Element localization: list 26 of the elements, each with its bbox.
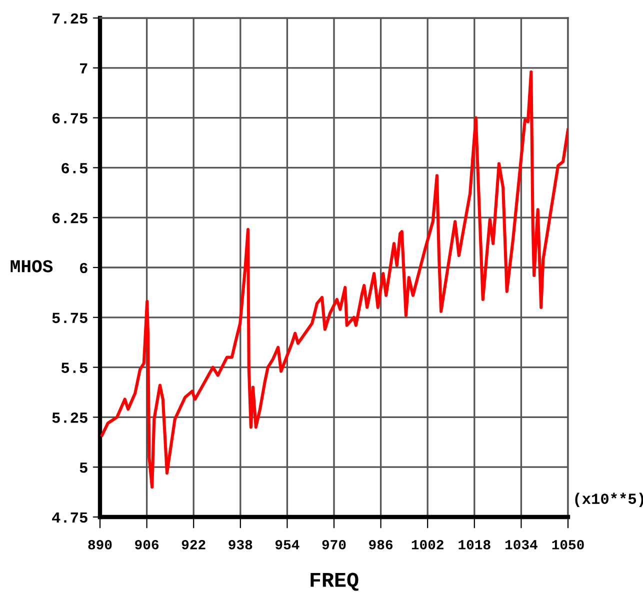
y-tick-label: 6.75 xyxy=(52,113,88,124)
y-axis-title: MHOS xyxy=(10,260,53,272)
x-tick-label: 1002 xyxy=(412,540,444,550)
y-tick-label: 4.75 xyxy=(52,512,88,523)
y-tick-label: 5.75 xyxy=(52,312,88,324)
x-tick-label: 1034 xyxy=(505,540,538,550)
x-tick-label: 922 xyxy=(182,540,206,550)
y-tick-label: 5 xyxy=(80,462,88,473)
y-tick-label: 5.25 xyxy=(52,412,88,423)
x-tick-label: 970 xyxy=(322,540,346,550)
x-tick-label: 1050 xyxy=(552,540,584,550)
y-tick-label: 6 xyxy=(80,262,88,274)
y-tick-label: 6.25 xyxy=(52,212,88,224)
y-tick-label: 6.5 xyxy=(62,163,88,174)
y-tick-label: 7.25 xyxy=(52,13,88,24)
x-axis-title: FREQ xyxy=(310,572,358,591)
text: (x10**5) xyxy=(575,492,643,508)
x-tick-label: 890 xyxy=(88,540,112,550)
y-tick-label: 5.5 xyxy=(61,362,88,373)
x-tick-label: 954 xyxy=(275,540,300,550)
x-tick-label: 938 xyxy=(228,540,252,550)
x-tick-label: 1018 xyxy=(458,540,490,550)
x-tick-label: 986 xyxy=(369,540,393,550)
line-series xyxy=(100,70,568,489)
y-tick-label: 7 xyxy=(80,63,88,74)
x-tick-label: 906 xyxy=(135,540,159,550)
